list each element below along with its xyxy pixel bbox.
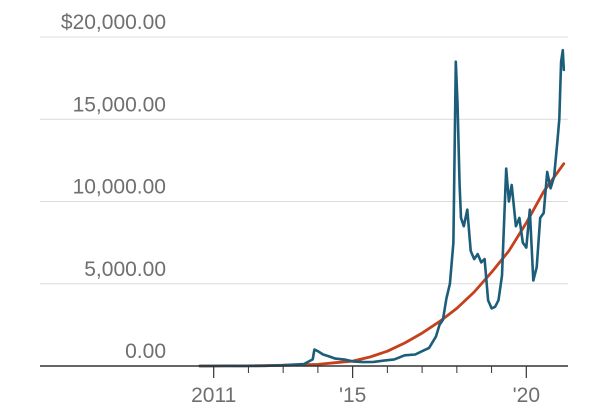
- y-tick-label: $20,000.00: [61, 11, 166, 34]
- y-axis-labels: $20,000.00 15,000.00 10,000.00 5,000.00 0.00: [61, 11, 166, 363]
- chart-series: [198, 48, 566, 368]
- trend-series-line: [198, 162, 566, 368]
- grid-lines: [40, 36, 568, 285]
- x-tick-label: 2011: [191, 384, 236, 407]
- price-series-line: [198, 48, 566, 368]
- y-tick-label: 15,000.00: [73, 93, 166, 116]
- y-tick-label: 10,000.00: [73, 176, 166, 199]
- y-tick-label: 5,000.00: [84, 258, 166, 281]
- y-tick-label: 0.00: [125, 340, 166, 363]
- x-tick-label: '20: [513, 384, 540, 407]
- x-axis: 2011 '15 '20: [40, 365, 568, 407]
- x-tick-label: '15: [339, 384, 366, 407]
